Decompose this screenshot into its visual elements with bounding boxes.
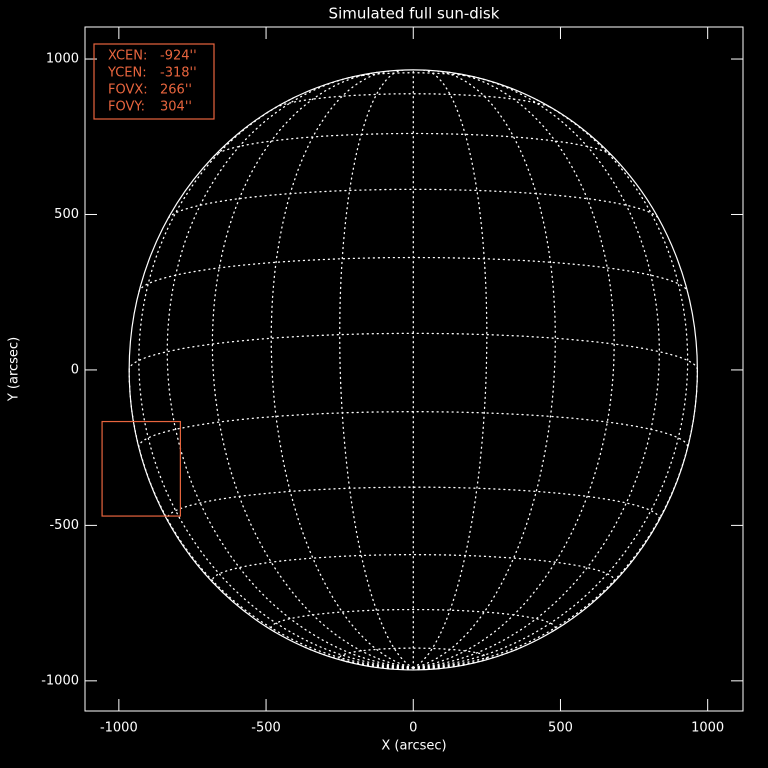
longitude-line: [361, 664, 414, 669]
longitude-line: [412, 667, 434, 671]
longitude-line: [412, 667, 422, 671]
chart-title: Simulated full sun-disk: [329, 5, 500, 23]
fov-box: [101, 420, 181, 517]
x-tick-label: 500: [548, 721, 573, 736]
x-tick-label: -1000: [100, 721, 138, 736]
longitude-line: [211, 71, 414, 669]
longitude-line: [412, 645, 526, 669]
info-value: 304'': [160, 100, 192, 115]
x-axis-label: X (arcsec): [381, 739, 446, 754]
longitude-line: [412, 75, 660, 669]
info-box: [93, 43, 215, 120]
latitude-line: [270, 608, 556, 633]
info-value: -924'': [160, 49, 197, 64]
longitude-line: [138, 97, 414, 669]
info-label: FOVX:: [108, 83, 148, 98]
longitude-line: [128, 369, 414, 669]
latitude-line: [211, 553, 615, 584]
longitude-line: [166, 75, 414, 669]
info-label: FOVY:: [108, 100, 145, 115]
sun-limb: [128, 69, 698, 671]
y-tick-label: -1000: [41, 673, 79, 688]
info-value: 266'': [160, 83, 192, 98]
latitude-line: [213, 132, 613, 157]
y-tick-label: 1000: [46, 52, 79, 67]
longitude-line: [270, 70, 414, 669]
x-tick-label: 0: [409, 721, 417, 736]
longitude-line: [339, 69, 414, 669]
longitude-line: [300, 645, 414, 669]
longitude-line: [412, 369, 699, 669]
longitude-line: [412, 97, 689, 669]
longitude-line: [412, 69, 488, 669]
x-tick-label: -500: [251, 721, 281, 736]
longitude-line: [412, 71, 615, 669]
x-tick-label: 1000: [691, 721, 724, 736]
info-value: -318'': [160, 66, 197, 81]
plot-frame: [84, 26, 744, 712]
y-tick-label: 0: [71, 362, 79, 377]
info-label: XCEN:: [108, 49, 147, 64]
y-tick-label: -500: [49, 518, 79, 533]
info-label: YCEN:: [107, 66, 147, 81]
y-tick-label: 500: [54, 207, 79, 222]
longitude-line: [412, 70, 556, 669]
latitude-line: [339, 647, 488, 663]
latitude-line: [128, 332, 699, 371]
y-axis-label: Y (arcsec): [7, 337, 22, 402]
